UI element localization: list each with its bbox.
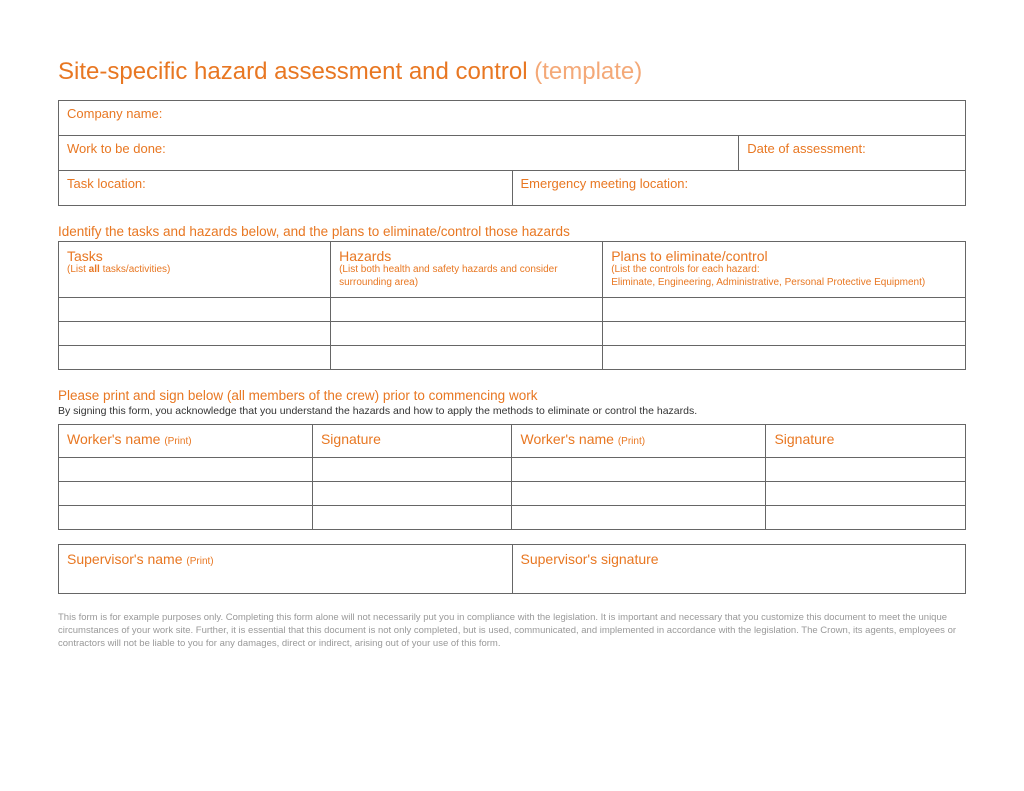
- worker-name-col-2: Worker's name (Print): [512, 425, 766, 458]
- signoff-heading: Please print and sign below (all members…: [58, 388, 966, 403]
- disclaimer: This form is for example purposes only. …: [58, 612, 966, 650]
- supervisor-table: Supervisor's name (Print) Supervisor's s…: [58, 544, 966, 594]
- signoff-row[interactable]: [59, 458, 966, 482]
- plans-desc: (List the controls for each hazard: Elim…: [611, 264, 957, 289]
- signoff-row[interactable]: [59, 482, 966, 506]
- page-title: Site-specific hazard assessment and cont…: [58, 58, 966, 86]
- tasks-label: Tasks: [67, 248, 103, 264]
- signoff-sub: By signing this form, you acknowledge th…: [58, 405, 966, 417]
- hazards-heading: Identify the tasks and hazards below, an…: [58, 224, 966, 239]
- hazards-row[interactable]: [59, 346, 966, 370]
- signoff-row[interactable]: [59, 506, 966, 530]
- signoff-table: Worker's name (Print) Signature Worker's…: [58, 424, 966, 530]
- signature-col-2: Signature: [766, 425, 966, 458]
- company-name-cell[interactable]: Company name:: [59, 101, 966, 136]
- worker-name-col-1: Worker's name (Print): [59, 425, 313, 458]
- tasks-desc: (List all tasks/activities): [67, 264, 322, 277]
- emergency-cell[interactable]: Emergency meeting location:: [512, 171, 966, 206]
- work-cell[interactable]: Work to be done:: [59, 136, 739, 171]
- task-location-cell[interactable]: Task location:: [59, 171, 513, 206]
- supervisor-name-cell[interactable]: Supervisor's name (Print): [59, 545, 513, 594]
- title-main: Site-specific hazard assessment and cont…: [58, 58, 534, 85]
- plans-label: Plans to eliminate/control: [611, 248, 767, 264]
- date-cell[interactable]: Date of assessment:: [739, 136, 966, 171]
- hazards-table: Tasks (List all tasks/activities) Hazard…: [58, 241, 966, 370]
- info-table: Company name: Work to be done: Date of a…: [58, 100, 966, 206]
- hazards-row[interactable]: [59, 298, 966, 322]
- hazards-label: Hazards: [339, 248, 391, 264]
- signature-col-1: Signature: [312, 425, 512, 458]
- hazards-col-plans: Plans to eliminate/control (List the con…: [603, 242, 966, 298]
- title-suffix: (template): [534, 58, 642, 85]
- hazards-row[interactable]: [59, 322, 966, 346]
- hazards-desc: (List both health and safety hazards and…: [339, 264, 594, 289]
- hazards-col-hazards: Hazards (List both health and safety haz…: [331, 242, 603, 298]
- hazards-col-tasks: Tasks (List all tasks/activities): [59, 242, 331, 298]
- supervisor-sig-cell[interactable]: Supervisor's signature: [512, 545, 966, 594]
